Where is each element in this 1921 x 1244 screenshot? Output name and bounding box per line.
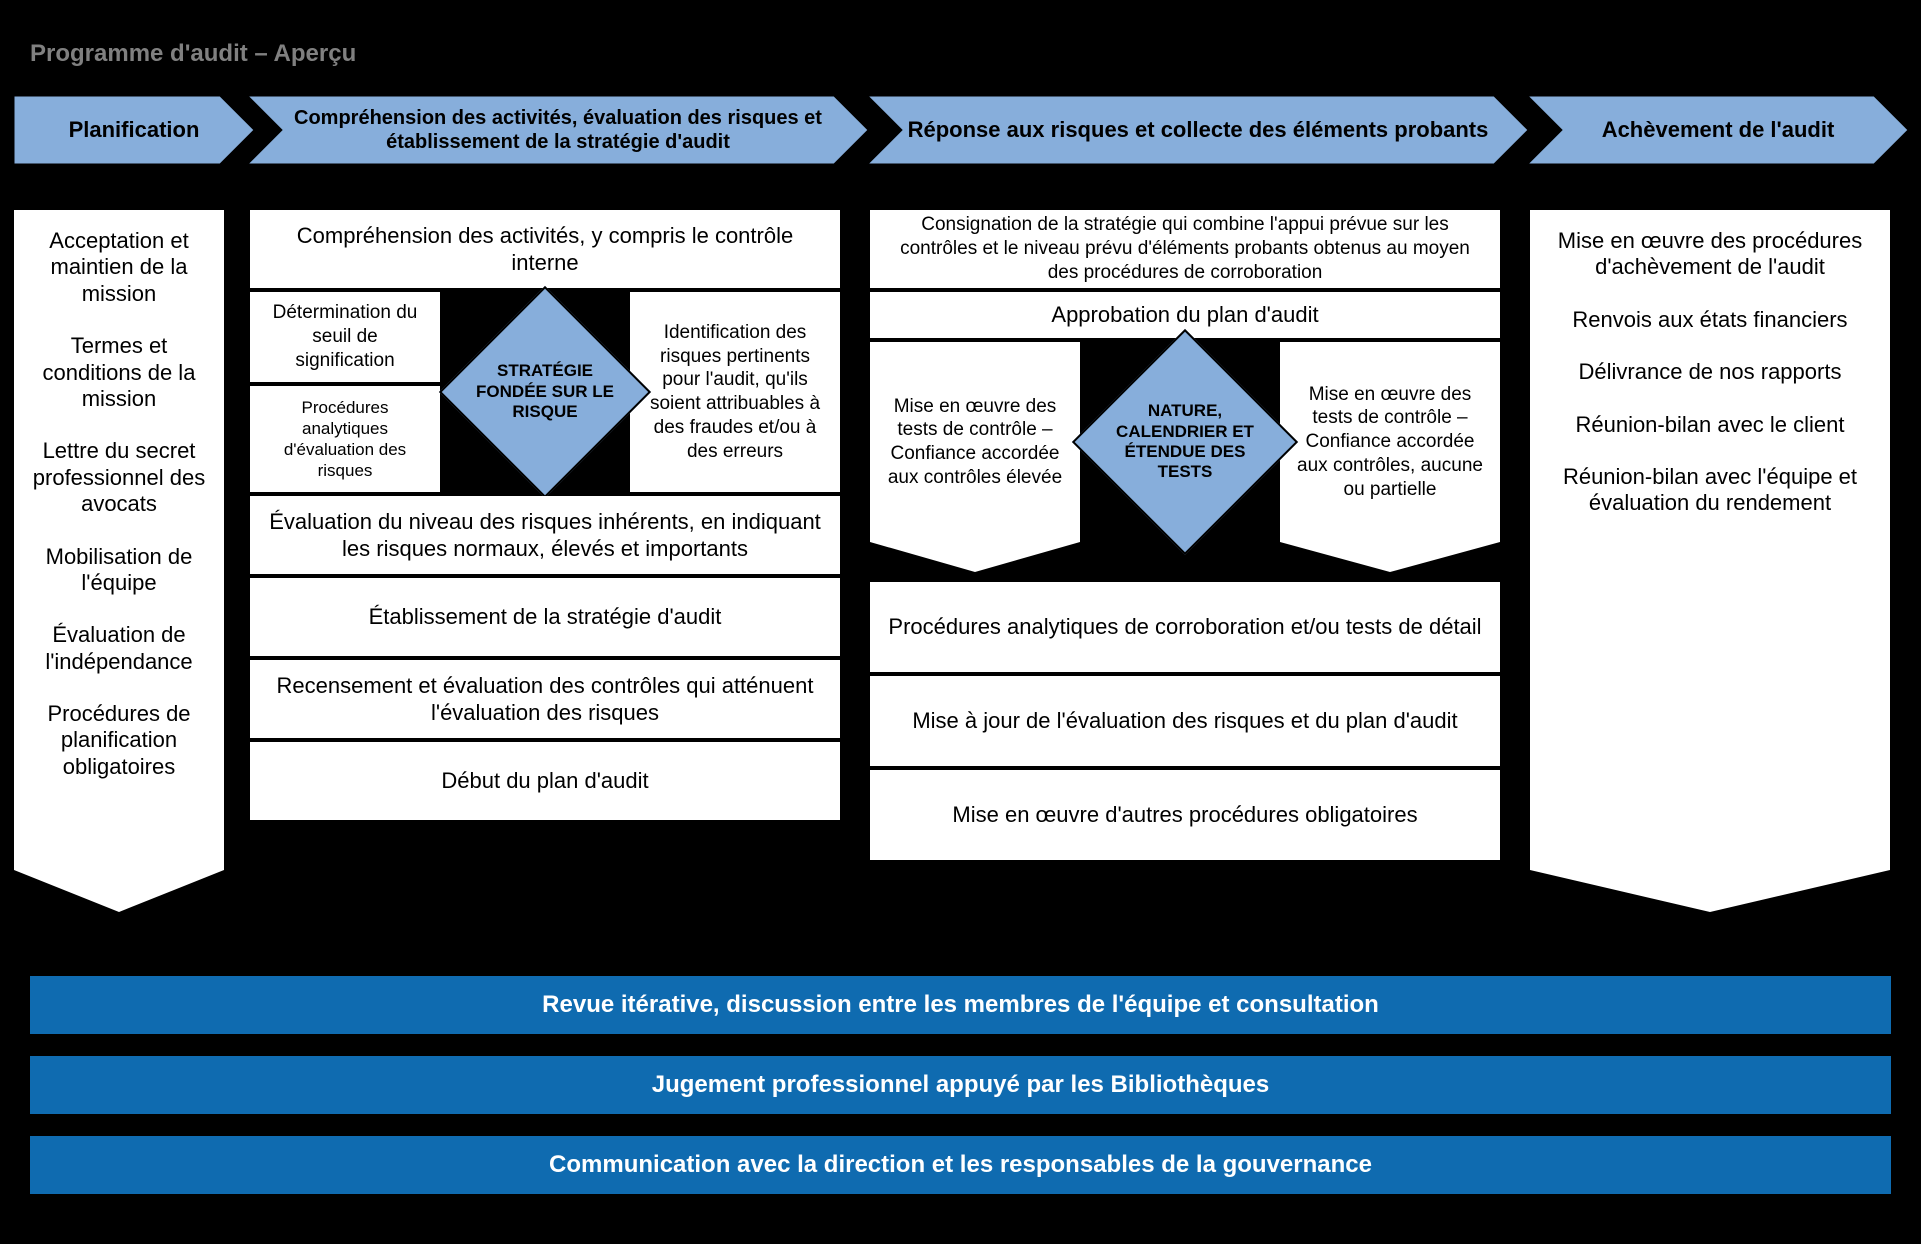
flow-cell: Mise en œuvre des tests de contrôle – Co… bbox=[1280, 342, 1500, 542]
phase-header: Compréhension des activités, évaluation … bbox=[248, 96, 868, 164]
phase-header: Réponse aux risques et collecte des élém… bbox=[868, 96, 1528, 164]
page-title: Programme d'audit – Aperçu bbox=[30, 40, 356, 68]
footer-bar: Communication avec la direction et les r… bbox=[30, 1136, 1891, 1194]
list-item: Évaluation de l'indépendance bbox=[14, 614, 224, 683]
flow-cell: Évaluation du niveau des risques inhéren… bbox=[250, 496, 840, 574]
list-item: Réunion-bilan avec l'équipe et évaluatio… bbox=[1530, 456, 1890, 525]
column-planification: Acceptation et maintien de la mission Te… bbox=[14, 210, 224, 870]
column-comprehension: Compréhension des activités, y compris l… bbox=[250, 210, 840, 912]
list-item: Procédures de planification obligatoires bbox=[14, 693, 224, 788]
list-item: Renvois aux états financiers bbox=[1530, 299, 1890, 341]
diamond-node: STRATÉGIE FONDÉE SUR LE RISQUE bbox=[439, 286, 651, 498]
list-item: Termes et conditions de la mission bbox=[14, 325, 224, 420]
flow-cell: Compréhension des activités, y compris l… bbox=[250, 210, 840, 288]
list-item: Délivrance de nos rapports bbox=[1530, 351, 1890, 393]
flow-cell: Détermination du seuil de signification bbox=[250, 292, 440, 382]
phase-header: Planification bbox=[14, 96, 254, 164]
list-item: Mobilisation de l'équipe bbox=[14, 536, 224, 605]
flow-cell: Début du plan d'audit bbox=[250, 742, 840, 820]
flow-cell: Identification des risques pertinents po… bbox=[630, 292, 840, 492]
column-reponse: Consignation de la stratégie qui combine… bbox=[870, 210, 1500, 912]
list-item: Mise en œuvre des procédures d'achèvemen… bbox=[1530, 220, 1890, 289]
list-item: Lettre du secret professionnel des avoca… bbox=[14, 430, 224, 525]
flow-cell: Recensement et évaluation des contrôles … bbox=[250, 660, 840, 738]
flow-cell: Procédures analytiques de corroboration … bbox=[870, 582, 1500, 672]
flow-cell: Mise en œuvre des tests de contrôle – Co… bbox=[870, 342, 1080, 542]
footer-bar: Jugement professionnel appuyé par les Bi… bbox=[30, 1056, 1891, 1114]
diamond-node: NATURE, CALENDRIER ET ÉTENDUE DES TESTS bbox=[1072, 329, 1298, 555]
flow-cell: Établissement de la stratégie d'audit bbox=[250, 578, 840, 656]
flow-cell: Consignation de la stratégie qui combine… bbox=[870, 210, 1500, 288]
flow-cell: Mise à jour de l'évaluation des risques … bbox=[870, 676, 1500, 766]
list-item: Acceptation et maintien de la mission bbox=[14, 220, 224, 315]
list-item: Réunion-bilan avec le client bbox=[1530, 404, 1890, 446]
phase-header: Achèvement de l'audit bbox=[1528, 96, 1908, 164]
flow-cell: Procédures analytiques d'évaluation des … bbox=[250, 386, 440, 492]
flow-cell: Mise en œuvre d'autres procédures obliga… bbox=[870, 770, 1500, 860]
footer-bar: Revue itérative, discussion entre les me… bbox=[30, 976, 1891, 1034]
column-achevement: Mise en œuvre des procédures d'achèvemen… bbox=[1530, 210, 1890, 870]
